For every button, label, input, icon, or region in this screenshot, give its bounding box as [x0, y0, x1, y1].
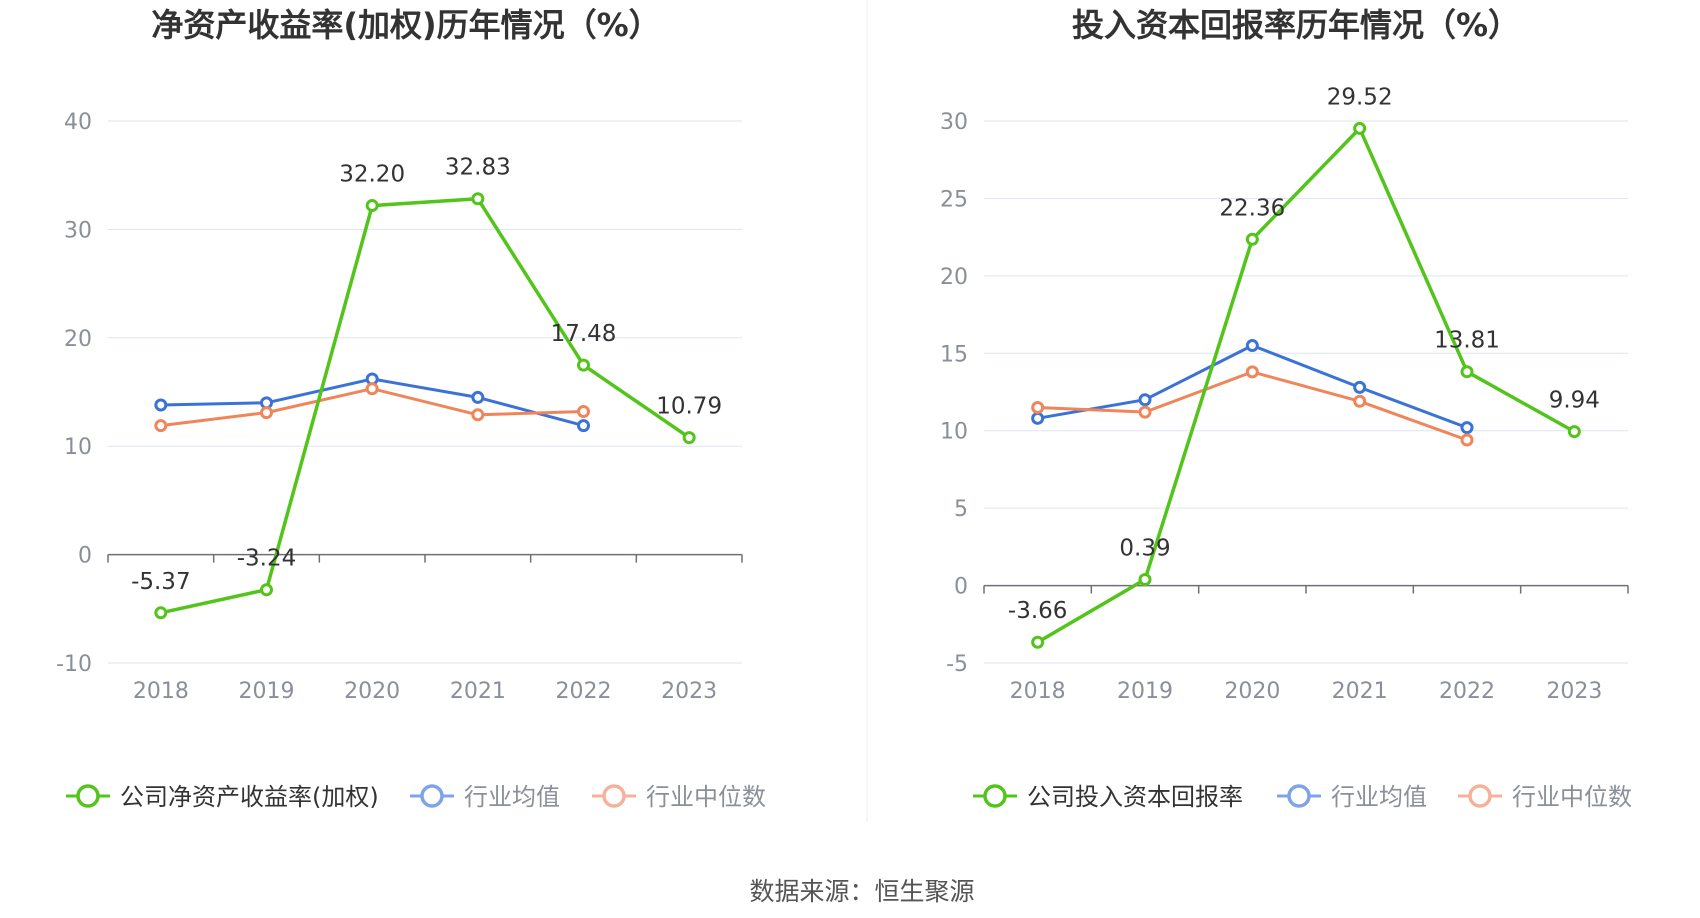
x-tick-label: 2019 [1117, 679, 1173, 704]
data-point [1031, 411, 1045, 425]
data-point [577, 419, 590, 433]
data-point [1138, 573, 1152, 587]
legend-label: 公司投入资本回报率 [1027, 783, 1243, 811]
data-point [1353, 394, 1367, 408]
data-label: 0.39 [1119, 536, 1170, 562]
data-point [154, 606, 168, 620]
legend-marker [983, 784, 1007, 808]
y-tick-label: -5 [946, 652, 968, 677]
y-tick-label: 15 [940, 342, 968, 367]
data-point [1245, 365, 1259, 379]
y-tick-label: 0 [954, 575, 968, 600]
legend-marker [602, 784, 626, 808]
data-label: 10.79 [656, 394, 722, 420]
data-point [260, 583, 273, 597]
y-tick-label: 5 [954, 497, 968, 522]
y-tick-label: 0 [78, 544, 92, 569]
chart-title: 净资产收益率(加权)历年情况（%） [151, 6, 660, 44]
data-point [577, 358, 590, 372]
legend-label: 行业中位数 [1512, 783, 1632, 811]
legend-item: 行业中位数 [1458, 783, 1632, 811]
x-tick-label: 2022 [1439, 679, 1495, 704]
chart-roic: 投入资本回报率历年情况（%） -5 0 5 10 15 20 25 30 2018 2019 2020… [940, 6, 1632, 811]
chart-title: 投入资本回报率历年情况（%） [1072, 6, 1520, 44]
legend-label: 行业均值 [1331, 783, 1427, 811]
x-tick-label: 2021 [1332, 679, 1388, 704]
data-point [1138, 393, 1152, 407]
source-text: 数据来源：恒生聚源 [749, 877, 974, 906]
data-label: 29.52 [1327, 84, 1393, 110]
data-label: 32.83 [445, 155, 511, 181]
x-tick-label: 2022 [556, 679, 612, 704]
data-label: 9.94 [1549, 388, 1600, 414]
data-point [471, 390, 485, 404]
data-point [1031, 400, 1045, 414]
x-tick-label: 2018 [133, 679, 189, 704]
y-tick-label: 25 [940, 187, 968, 212]
x-tick-label: 2019 [239, 679, 295, 704]
data-point [365, 199, 379, 213]
y-tick-label: 20 [940, 265, 968, 290]
data-point [682, 431, 696, 445]
data-point [1567, 425, 1581, 439]
data-point [471, 192, 485, 206]
x-tick-label: 2021 [450, 679, 506, 704]
legend-marker [420, 784, 444, 808]
series-line [1036, 126, 1576, 644]
x-tick-label: 2020 [1224, 679, 1280, 704]
y-tick-label: -10 [56, 652, 92, 677]
data-label: 13.81 [1434, 328, 1500, 354]
data-point [471, 408, 485, 422]
data-label: -3.66 [1008, 598, 1068, 624]
data-label: 17.48 [551, 321, 617, 347]
y-tick-label: 10 [940, 420, 968, 445]
legend-label: 行业中位数 [646, 783, 766, 811]
y-tick-label: 40 [64, 110, 92, 135]
chart-roe: 净资产收益率(加权)历年情况（%） -10 0 10 20 30 40 2018 2019 202… [56, 6, 766, 811]
legend-marker [1468, 784, 1492, 808]
data-point [1460, 365, 1474, 379]
legend-item: 行业均值 [410, 783, 560, 811]
data-point [1031, 635, 1045, 649]
data-point [1353, 121, 1367, 135]
x-tick-label: 2020 [344, 679, 400, 704]
data-point [365, 382, 379, 396]
data-label: 32.20 [339, 162, 405, 188]
legend-item: 公司净资产收益率(加权) [66, 783, 379, 811]
legend-item: 行业中位数 [592, 783, 766, 811]
data-label: -3.24 [237, 546, 297, 572]
data-point [1460, 433, 1474, 447]
legend-item: 行业均值 [1277, 783, 1427, 811]
x-tick-label: 2023 [661, 679, 717, 704]
legend-item: 公司投入资本回报率 [973, 783, 1243, 811]
data-point [1138, 405, 1152, 419]
legend-marker [1287, 784, 1311, 808]
y-tick-label: 30 [64, 218, 92, 243]
series-line [160, 196, 691, 615]
legend-marker [76, 784, 100, 808]
data-point [577, 405, 590, 419]
data-label: 22.36 [1219, 195, 1285, 221]
data-point [1460, 421, 1474, 435]
legend-label: 公司净资产收益率(加权) [120, 783, 379, 811]
data-label: -5.37 [131, 569, 191, 595]
data-point [260, 406, 273, 420]
y-tick-label: 20 [64, 327, 92, 352]
data-point [1245, 232, 1259, 246]
data-point [154, 398, 168, 412]
y-tick-label: 10 [64, 435, 92, 460]
y-tick-label: 30 [940, 110, 968, 135]
data-point [1353, 380, 1367, 394]
x-tick-label: 2018 [1010, 679, 1066, 704]
data-point [1245, 339, 1259, 353]
legend-label: 行业均值 [464, 783, 560, 811]
data-point [154, 419, 168, 433]
x-tick-label: 2023 [1546, 679, 1602, 704]
